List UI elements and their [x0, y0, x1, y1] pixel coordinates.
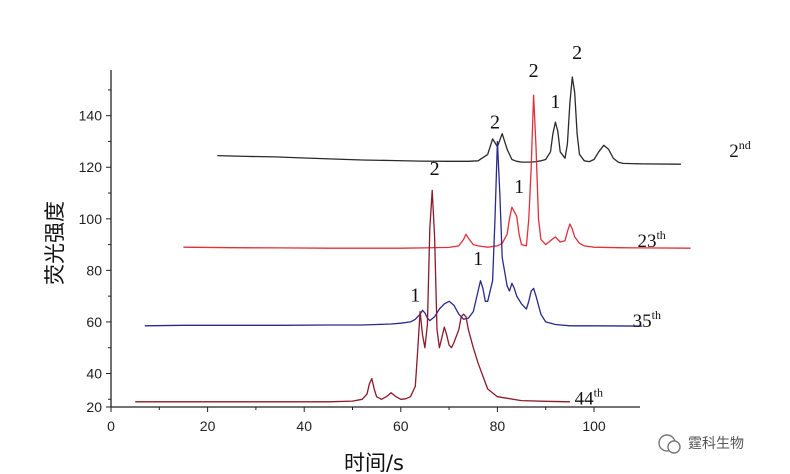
series-label-44th: 44th [575, 385, 603, 409]
peak-annotation: 2 [490, 112, 500, 134]
peak-annotation: 1 [550, 91, 560, 113]
x-tick-label: 0 [107, 418, 115, 434]
axes: 0 20 40 60 80 100 20 40 60 80 100 120 140 [79, 70, 640, 434]
peak-annotation: 1 [514, 176, 524, 198]
series-label-sup: th [594, 385, 603, 399]
series-label-sup: nd [739, 138, 751, 152]
peak-annotation: 2 [430, 158, 440, 180]
x-tick-label: 40 [296, 418, 312, 434]
series-label-sup: th [652, 308, 661, 322]
series-label-sup: th [656, 228, 665, 242]
y-tick-label: 20 [86, 399, 102, 415]
series-line-23th [183, 94, 691, 249]
x-tick-label: 60 [393, 418, 409, 434]
x-tick-label: 20 [200, 418, 216, 434]
y-tick-label: 60 [86, 314, 102, 330]
watermark: 霆科生物 [658, 434, 744, 454]
x-axis-title: 时间/s [344, 451, 404, 474]
y-tick-label: 80 [86, 262, 102, 278]
series-line-44th [135, 189, 570, 403]
series-label-2nd: 2nd [729, 138, 751, 162]
wechat-logo-icon-inner [667, 440, 681, 454]
watermark-text: 霆科生物 [688, 436, 744, 452]
peak-annotation: 1 [410, 284, 420, 306]
peak-annotation: 2 [572, 42, 582, 64]
peak-annotation: 2 [529, 60, 539, 82]
series-line-35th [144, 140, 643, 327]
x-tick-label: 100 [582, 418, 606, 434]
y-tick-label: 100 [79, 211, 103, 227]
y-axis-title: 荧光强度 [43, 201, 67, 285]
series-line-2nd [217, 76, 681, 165]
peak-annotation: 1 [473, 248, 483, 270]
y-tick-label: 140 [79, 108, 103, 124]
series-label-35th: 35th [633, 308, 661, 332]
x-tick-label: 80 [490, 418, 506, 434]
y-tick-label: 40 [86, 365, 102, 381]
y-tick-label: 120 [79, 159, 103, 175]
